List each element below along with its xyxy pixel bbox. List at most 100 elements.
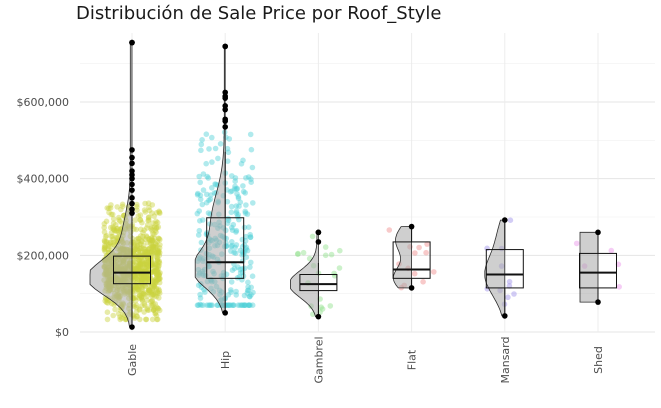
data-point: [143, 233, 150, 239]
data-point: [133, 263, 140, 269]
data-point: [152, 276, 158, 283]
data-point: [156, 252, 163, 259]
data-point: [134, 207, 140, 213]
data-point: [243, 233, 249, 240]
data-point: [240, 188, 247, 195]
data-point: [230, 221, 237, 228]
data-point: [151, 268, 158, 275]
data-point: [225, 302, 231, 309]
data-point: [226, 302, 233, 309]
data-point: [157, 242, 163, 248]
min-point: [315, 313, 322, 320]
data-point: [103, 232, 110, 239]
data-point: [151, 249, 158, 256]
data-point: [154, 252, 161, 258]
data-point: [141, 273, 147, 280]
data-point: [116, 229, 122, 236]
data-point: [232, 175, 239, 181]
data-point: [147, 288, 153, 295]
data-point: [105, 246, 112, 253]
data-point: [295, 251, 301, 257]
data-point: [424, 241, 430, 247]
data-point: [156, 208, 162, 215]
data-point: [247, 131, 254, 138]
data-point: [134, 286, 141, 293]
data-point: [200, 302, 206, 309]
data-point: [154, 267, 160, 273]
data-point: [135, 287, 141, 293]
data-point: [113, 228, 120, 234]
data-point: [143, 260, 150, 267]
data-point: [147, 238, 153, 244]
data-point: [144, 258, 150, 264]
data-point: [233, 208, 240, 214]
data-point: [506, 278, 513, 285]
data-point: [132, 246, 138, 253]
data-point: [132, 217, 139, 223]
data-point: [151, 231, 157, 238]
data-point: [145, 264, 151, 270]
outlier-point: [129, 195, 135, 201]
data-point: [237, 247, 244, 254]
data-point: [131, 247, 137, 254]
data-point: [199, 201, 206, 208]
data-point: [228, 287, 234, 293]
data-point: [248, 259, 254, 266]
y-tick-label: $0: [55, 326, 69, 339]
data-point: [206, 146, 212, 152]
data-point: [156, 275, 162, 282]
data-point: [135, 263, 141, 270]
data-point: [141, 291, 148, 298]
violin-shape: [89, 42, 133, 328]
data-point: [119, 315, 125, 322]
x-tick-label: Mansard: [499, 337, 512, 384]
data-point: [207, 302, 213, 309]
data-point: [117, 218, 123, 224]
data-point: [150, 268, 157, 275]
data-point: [148, 248, 154, 255]
data-point: [155, 276, 162, 283]
data-point: [138, 245, 145, 251]
data-point: [104, 239, 110, 245]
data-point: [207, 196, 214, 202]
data-point: [242, 302, 249, 309]
data-point: [225, 302, 231, 309]
data-point: [157, 276, 163, 282]
data-point: [248, 146, 255, 153]
data-point: [148, 243, 155, 250]
data-point: [101, 244, 108, 251]
data-point: [110, 236, 116, 242]
data-point: [209, 302, 215, 309]
x-tick-label: Gable: [126, 344, 139, 376]
data-point: [152, 264, 158, 271]
data-point: [138, 284, 145, 291]
data-point: [156, 279, 163, 286]
data-point: [229, 173, 235, 179]
data-point: [243, 202, 249, 208]
outlier-point: [222, 89, 228, 96]
data-point: [144, 255, 151, 262]
data-point: [204, 173, 210, 180]
data-point: [143, 316, 149, 323]
data-point: [116, 214, 122, 221]
data-point: [141, 275, 147, 281]
data-point: [204, 302, 210, 309]
data-point: [246, 302, 252, 309]
data-point: [145, 246, 152, 253]
data-point: [205, 210, 212, 216]
data-point: [232, 186, 238, 192]
data-point: [149, 202, 156, 208]
data-point: [197, 291, 203, 298]
data-point: [103, 299, 110, 306]
data-point: [136, 260, 143, 267]
data-point: [153, 249, 159, 256]
data-point: [140, 290, 147, 297]
data-point: [143, 259, 149, 266]
data-point: [239, 302, 245, 309]
data-point: [154, 247, 161, 253]
data-point: [149, 210, 155, 216]
outlier-point: [129, 147, 135, 153]
data-point: [141, 301, 148, 307]
data-point: [157, 210, 163, 216]
